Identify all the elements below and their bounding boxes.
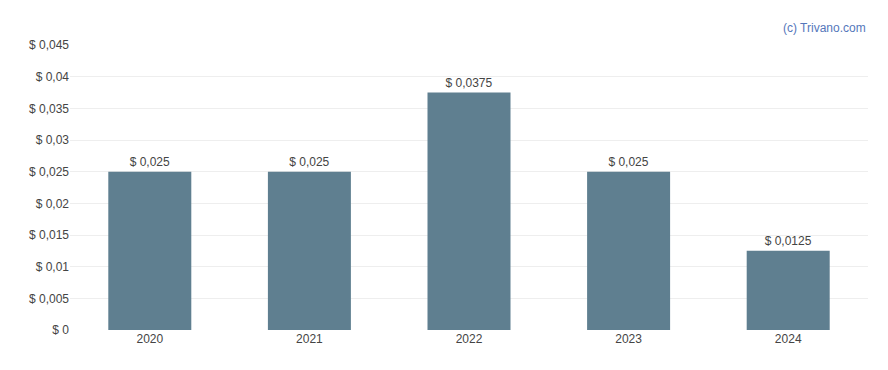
svg-text:$ 0,04: $ 0,04 <box>36 70 70 84</box>
svg-text:$ 0,045: $ 0,045 <box>29 38 69 52</box>
svg-text:2021: 2021 <box>296 332 323 346</box>
svg-text:$ 0: $ 0 <box>52 323 69 337</box>
svg-text:$ 0,025: $ 0,025 <box>29 165 69 179</box>
svg-text:$ 0,01: $ 0,01 <box>36 260 70 274</box>
svg-text:$ 0,03: $ 0,03 <box>36 133 70 147</box>
svg-text:$ 0,0375: $ 0,0375 <box>445 76 492 90</box>
svg-text:$ 0,005: $ 0,005 <box>29 292 69 306</box>
svg-text:$ 0,02: $ 0,02 <box>36 197 70 211</box>
svg-text:2022: 2022 <box>456 332 483 346</box>
svg-text:$ 0,025: $ 0,025 <box>289 155 329 169</box>
svg-text:$ 0,025: $ 0,025 <box>130 155 170 169</box>
svg-text:2020: 2020 <box>136 332 163 346</box>
svg-text:$ 0,035: $ 0,035 <box>29 102 69 116</box>
svg-text:2024: 2024 <box>775 332 802 346</box>
svg-text:2023: 2023 <box>615 332 642 346</box>
svg-text:$ 0,025: $ 0,025 <box>608 155 648 169</box>
svg-text:$ 0,0125: $ 0,0125 <box>765 234 812 248</box>
svg-text:$ 0,015: $ 0,015 <box>29 228 69 242</box>
svg-text:(c) Trivano.com: (c) Trivano.com <box>783 21 866 35</box>
